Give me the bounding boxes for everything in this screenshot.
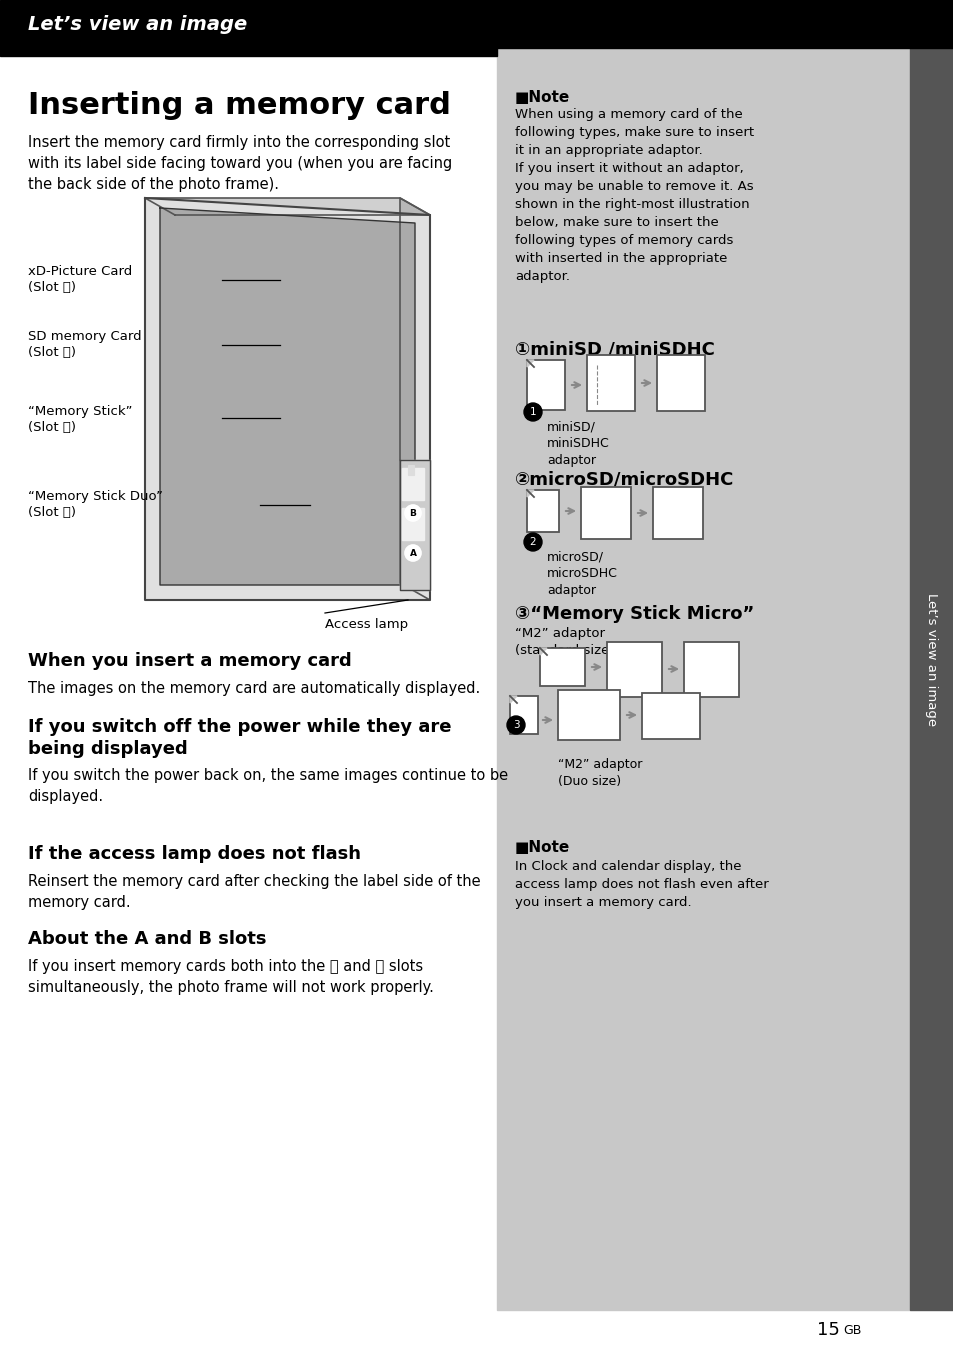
Polygon shape bbox=[539, 648, 546, 654]
Text: “Memory Stick”
(Slot Ⓐ): “Memory Stick” (Slot Ⓐ) bbox=[28, 406, 132, 434]
Text: 2: 2 bbox=[529, 537, 536, 548]
Circle shape bbox=[405, 506, 420, 521]
Text: Access lamp: Access lamp bbox=[325, 618, 408, 631]
Polygon shape bbox=[399, 197, 430, 600]
Text: Inserting a memory card: Inserting a memory card bbox=[28, 91, 451, 119]
Bar bbox=[580, 487, 630, 539]
Text: 3: 3 bbox=[512, 721, 518, 730]
Polygon shape bbox=[510, 696, 517, 703]
Text: “M2” adaptor
(Duo size): “M2” adaptor (Duo size) bbox=[558, 758, 641, 788]
Text: 1: 1 bbox=[529, 407, 536, 416]
Bar bbox=[586, 356, 635, 411]
Polygon shape bbox=[526, 360, 534, 366]
Text: The images on the memory card are automatically displayed.: The images on the memory card are automa… bbox=[28, 681, 479, 696]
Text: A: A bbox=[409, 549, 416, 557]
Polygon shape bbox=[145, 197, 430, 215]
Text: If the access lamp does not flash: If the access lamp does not flash bbox=[28, 845, 360, 863]
Text: 15: 15 bbox=[817, 1321, 840, 1338]
Text: Reinsert the memory card after checking the label side of the
memory card.: Reinsert the memory card after checking … bbox=[28, 873, 480, 910]
Bar bbox=[0, 0, 953, 49]
Text: xD-Picture Card
(Slot Ⓐ): xD-Picture Card (Slot Ⓐ) bbox=[28, 265, 132, 293]
Text: SD memory Card
(Slot Ⓐ): SD memory Card (Slot Ⓐ) bbox=[28, 330, 141, 360]
Bar bbox=[497, 49, 909, 1310]
Circle shape bbox=[506, 717, 524, 734]
Text: If you switch the power back on, the same images continue to be
displayed.: If you switch the power back on, the sam… bbox=[28, 768, 508, 804]
Bar bbox=[606, 642, 661, 698]
Bar bbox=[539, 648, 584, 685]
Text: ②microSD/microSDHC: ②microSD/microSDHC bbox=[515, 470, 734, 488]
Text: ■Note: ■Note bbox=[515, 91, 570, 105]
Bar bbox=[401, 468, 423, 500]
Text: microSD/
microSDHC
adaptor: microSD/ microSDHC adaptor bbox=[546, 550, 618, 598]
Bar bbox=[401, 508, 423, 539]
Bar bbox=[657, 356, 704, 411]
Text: Insert the memory card firmly into the corresponding slot
with its label side fa: Insert the memory card firmly into the c… bbox=[28, 135, 452, 192]
Text: ③“Memory Stick Micro”: ③“Memory Stick Micro” bbox=[515, 604, 754, 623]
Bar bbox=[526, 360, 564, 410]
Circle shape bbox=[523, 533, 541, 552]
Polygon shape bbox=[145, 197, 430, 600]
Text: About the A and B slots: About the A and B slots bbox=[28, 930, 266, 948]
Text: If you insert memory cards both into the Ⓐ and Ⓑ slots
simultaneously, the photo: If you insert memory cards both into the… bbox=[28, 959, 434, 995]
Bar bbox=[408, 465, 414, 475]
Bar bbox=[683, 642, 739, 698]
Bar bbox=[909, 49, 953, 1310]
Polygon shape bbox=[526, 489, 534, 498]
Bar bbox=[510, 696, 537, 734]
Polygon shape bbox=[160, 208, 415, 585]
Text: Let’s view an image: Let’s view an image bbox=[28, 15, 247, 34]
Bar bbox=[0, 49, 497, 55]
Bar bbox=[641, 694, 700, 740]
Text: If you switch off the power while they are
being displayed: If you switch off the power while they a… bbox=[28, 718, 451, 757]
Polygon shape bbox=[399, 460, 430, 589]
Text: When you insert a memory card: When you insert a memory card bbox=[28, 652, 352, 671]
Text: ■Note: ■Note bbox=[515, 840, 570, 854]
Circle shape bbox=[523, 403, 541, 420]
Text: “Memory Stick Duo”
(Slot Ⓑ): “Memory Stick Duo” (Slot Ⓑ) bbox=[28, 489, 163, 519]
Text: When using a memory card of the
following types, make sure to insert
it in an ap: When using a memory card of the followin… bbox=[515, 108, 753, 283]
Bar bbox=[652, 487, 702, 539]
Text: Let’s view an image: Let’s view an image bbox=[924, 594, 938, 726]
Circle shape bbox=[405, 545, 420, 561]
Text: “M2” adaptor
(standard size): “M2” adaptor (standard size) bbox=[515, 627, 614, 657]
Text: GB: GB bbox=[842, 1324, 861, 1337]
Text: ①miniSD /miniSDHC: ①miniSD /miniSDHC bbox=[515, 339, 714, 358]
Text: In Clock and calendar display, the
access lamp does not flash even after
you ins: In Clock and calendar display, the acces… bbox=[515, 860, 768, 909]
Text: miniSD/
miniSDHC
adaptor: miniSD/ miniSDHC adaptor bbox=[546, 420, 609, 466]
Bar bbox=[558, 690, 619, 740]
Text: B: B bbox=[409, 508, 416, 518]
Bar bbox=[526, 489, 558, 531]
